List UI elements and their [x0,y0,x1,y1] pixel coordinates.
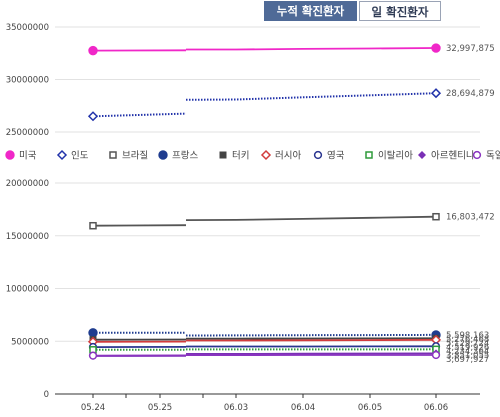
data-point [431,350,441,360]
data-point [431,43,441,53]
data-point [88,351,98,360]
end-value-label: 4,234,364 [446,347,489,357]
x-tick-label: 05.25 [148,403,172,413]
series-line [92,112,187,118]
data-point [89,221,97,230]
end-value-label: 5,598,163 [446,331,489,341]
tab-daily-cases[interactable]: 일 확진환자 [359,1,441,21]
tab-cumulative-cases[interactable]: 누적 확진환자 [264,1,357,21]
view-tabs: 누적 확진환자 일 확진환자 [264,1,441,21]
x-tick-label: 06.05 [358,403,382,413]
legend-label: 프랑스 [172,150,198,162]
series-line [186,339,437,342]
series-line [185,333,437,337]
y-tick-label: 15000000 [6,232,49,242]
legend-marker [219,151,227,159]
legend-marker [158,150,168,160]
y-tick-label: 25000000 [6,128,49,138]
legend-label: 러시아 [275,151,301,162]
end-value-label: 5,276,468 [446,335,489,345]
y-tick-label: 5000000 [11,337,49,347]
end-value-label: 28,694,879 [446,89,495,99]
legend-marker [365,151,373,159]
x-tick-label: 06.03 [224,403,248,413]
end-value-label: 32,997,875 [446,44,495,54]
x-tick-label: 05.24 [81,403,105,413]
legend-label: 영국 [327,151,345,162]
end-value-label: 5,129,724 [446,339,489,349]
end-value-label: 3,851,055 [446,351,489,361]
end-value-label: 4,519,926 [446,343,489,353]
data-point [432,212,440,221]
legend-label: 이탈리아 [378,150,413,162]
legend-label: 독일 [486,151,500,162]
legend-label: 아르헨티나 [431,150,475,162]
legend-label: 브라질 [122,150,148,162]
legend-marker [260,149,272,161]
series-line [186,47,437,51]
y-tick-label: 35000000 [6,23,49,33]
series-line [92,224,187,227]
data-point [87,111,99,122]
legend-marker [109,151,117,159]
y-tick-label: 20000000 [6,179,49,189]
legend-marker [418,151,426,159]
x-tick-label: 06.06 [424,403,448,413]
legend-label: 터키 [232,151,249,162]
y-tick-label: 10000000 [6,285,49,295]
legend-label: 인도 [71,151,89,162]
series-line [185,92,437,101]
legend-marker [313,150,323,160]
legend-marker [5,150,15,160]
data-point [88,328,98,338]
legend-marker [56,149,68,161]
end-value-label: 3,697,927 [446,355,489,365]
legend-marker [472,150,482,160]
end-value-label: 16,803,472 [446,213,495,223]
series-line [185,215,437,221]
data-point [430,88,442,99]
legend-label: 미국 [19,151,37,162]
x-tick-label: 06.04 [291,403,315,413]
series-line [186,352,437,355]
y-tick-label: 30000000 [6,76,49,86]
data-point [88,45,98,56]
y-tick-label: 0 [44,390,49,400]
